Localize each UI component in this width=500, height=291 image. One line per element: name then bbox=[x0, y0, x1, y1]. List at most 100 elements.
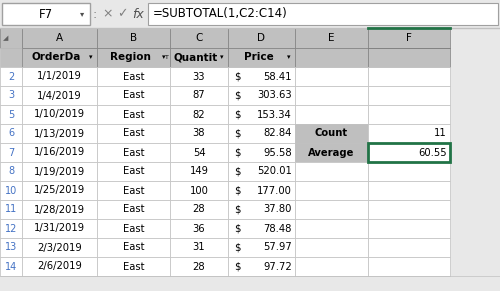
Bar bbox=[368, 238, 450, 257]
Text: East: East bbox=[123, 262, 144, 272]
Text: 153.34: 153.34 bbox=[257, 109, 292, 120]
Bar bbox=[0, 219, 22, 238]
Bar bbox=[0, 28, 22, 48]
Text: 1/16/2019: 1/16/2019 bbox=[34, 148, 85, 157]
Bar bbox=[295, 200, 368, 219]
Bar bbox=[0, 105, 22, 124]
Text: East: East bbox=[123, 109, 144, 120]
Text: 31: 31 bbox=[192, 242, 205, 253]
Text: 28: 28 bbox=[192, 262, 205, 272]
Bar bbox=[170, 28, 228, 48]
Text: Quantit: Quantit bbox=[174, 52, 218, 63]
Text: ▾: ▾ bbox=[89, 54, 93, 61]
Bar bbox=[228, 257, 295, 276]
Text: $: $ bbox=[234, 223, 240, 233]
Bar bbox=[0, 181, 22, 200]
Bar bbox=[0, 200, 22, 219]
Text: East: East bbox=[123, 166, 144, 177]
Text: East: East bbox=[123, 148, 144, 157]
Bar bbox=[22, 257, 97, 276]
Text: Region: Region bbox=[110, 52, 151, 63]
Text: East: East bbox=[123, 205, 144, 214]
Bar bbox=[295, 257, 368, 276]
Bar bbox=[228, 48, 295, 67]
Bar bbox=[97, 162, 170, 181]
Bar bbox=[22, 238, 97, 257]
Bar bbox=[295, 181, 368, 200]
Bar bbox=[97, 257, 170, 276]
Text: D: D bbox=[258, 33, 266, 43]
Bar bbox=[228, 105, 295, 124]
Text: 8: 8 bbox=[8, 166, 14, 177]
Bar bbox=[368, 162, 450, 181]
Bar bbox=[22, 162, 97, 181]
Text: fx: fx bbox=[132, 8, 144, 20]
Text: T: T bbox=[165, 55, 169, 60]
Bar bbox=[22, 219, 97, 238]
Bar bbox=[170, 238, 228, 257]
Text: 57.97: 57.97 bbox=[263, 242, 292, 253]
Bar bbox=[170, 200, 228, 219]
Bar bbox=[295, 143, 368, 162]
Text: $: $ bbox=[234, 148, 240, 157]
Text: 1/28/2019: 1/28/2019 bbox=[34, 205, 85, 214]
Bar bbox=[0, 0, 500, 28]
Bar bbox=[295, 238, 368, 257]
Bar bbox=[22, 143, 97, 162]
Bar bbox=[22, 86, 97, 105]
Text: $: $ bbox=[234, 166, 240, 177]
Bar bbox=[97, 86, 170, 105]
Bar bbox=[0, 67, 22, 86]
Bar bbox=[170, 162, 228, 181]
Text: 1/1/2019: 1/1/2019 bbox=[37, 72, 82, 81]
Bar bbox=[228, 162, 295, 181]
Text: 1/25/2019: 1/25/2019 bbox=[34, 185, 85, 196]
Text: $: $ bbox=[234, 205, 240, 214]
Text: $: $ bbox=[234, 109, 240, 120]
Text: ▾: ▾ bbox=[287, 54, 291, 61]
Bar bbox=[97, 200, 170, 219]
Bar bbox=[295, 105, 368, 124]
Text: 11: 11 bbox=[5, 205, 17, 214]
Bar bbox=[295, 28, 368, 48]
Text: 149: 149 bbox=[190, 166, 208, 177]
Text: 2/6/2019: 2/6/2019 bbox=[37, 262, 82, 272]
Text: B: B bbox=[130, 33, 137, 43]
Bar bbox=[228, 86, 295, 105]
Bar bbox=[22, 105, 97, 124]
Bar bbox=[0, 162, 22, 181]
Bar bbox=[22, 124, 97, 143]
Text: 303.63: 303.63 bbox=[258, 91, 292, 100]
Text: Price: Price bbox=[244, 52, 274, 63]
Bar bbox=[170, 67, 228, 86]
Text: 1/10/2019: 1/10/2019 bbox=[34, 109, 85, 120]
Bar bbox=[22, 200, 97, 219]
Text: 10: 10 bbox=[5, 185, 17, 196]
Text: 54: 54 bbox=[192, 148, 205, 157]
Text: 82.84: 82.84 bbox=[264, 129, 292, 139]
Text: 177.00: 177.00 bbox=[257, 185, 292, 196]
Text: 2/3/2019: 2/3/2019 bbox=[37, 242, 82, 253]
Text: ◢: ◢ bbox=[3, 35, 8, 41]
Bar bbox=[148, 3, 498, 25]
Bar bbox=[97, 238, 170, 257]
Bar bbox=[368, 105, 450, 124]
Text: ▾: ▾ bbox=[80, 10, 84, 19]
Text: 87: 87 bbox=[192, 91, 205, 100]
Text: East: East bbox=[123, 242, 144, 253]
Text: OrderDa: OrderDa bbox=[32, 52, 81, 63]
Bar bbox=[368, 257, 450, 276]
Bar bbox=[295, 162, 368, 181]
Bar bbox=[22, 28, 97, 48]
Bar bbox=[0, 124, 22, 143]
Bar bbox=[170, 143, 228, 162]
Text: East: East bbox=[123, 129, 144, 139]
Bar bbox=[0, 257, 22, 276]
Text: ✓: ✓ bbox=[117, 8, 127, 20]
Text: E: E bbox=[328, 33, 335, 43]
Bar bbox=[0, 238, 22, 257]
Text: $: $ bbox=[234, 129, 240, 139]
Bar bbox=[0, 86, 22, 105]
Bar bbox=[295, 48, 368, 67]
Text: 14: 14 bbox=[5, 262, 17, 272]
